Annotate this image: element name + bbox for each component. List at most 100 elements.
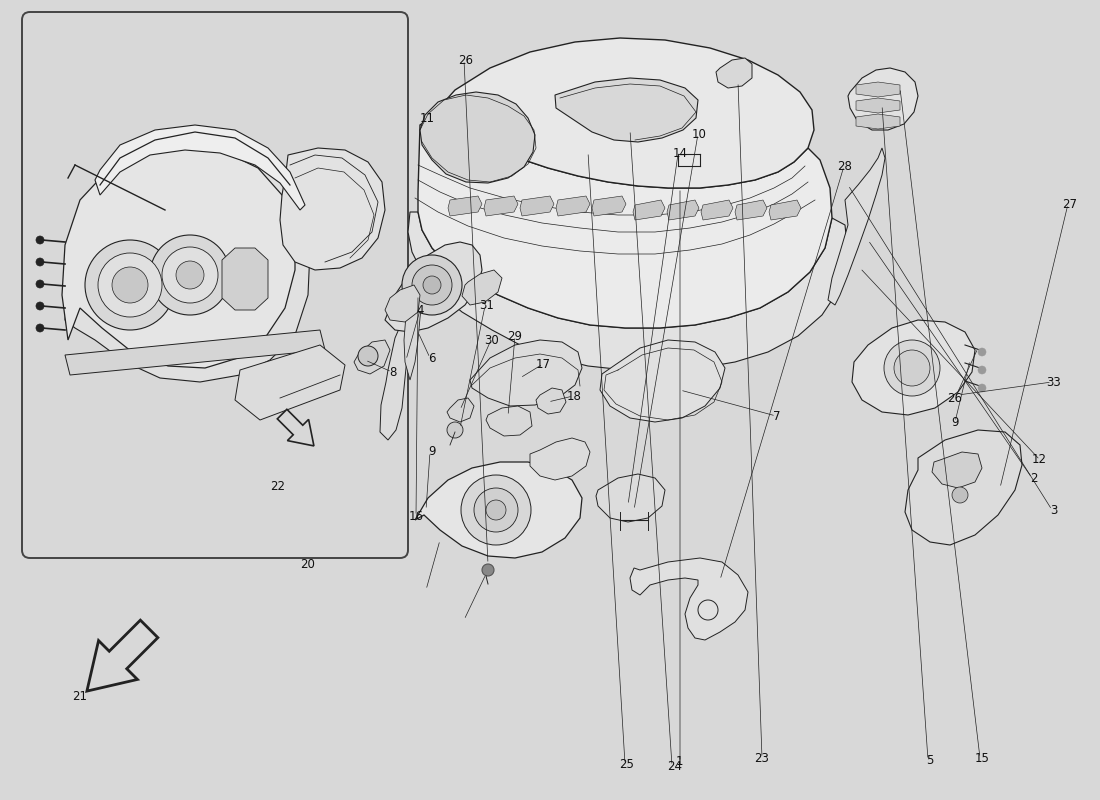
Polygon shape xyxy=(632,200,666,220)
Text: 26: 26 xyxy=(458,54,473,66)
Text: 9: 9 xyxy=(429,446,436,458)
Circle shape xyxy=(412,265,452,305)
Text: 24: 24 xyxy=(667,760,682,773)
Polygon shape xyxy=(520,196,554,216)
Polygon shape xyxy=(62,148,295,368)
Polygon shape xyxy=(385,285,420,322)
Polygon shape xyxy=(536,388,566,414)
Polygon shape xyxy=(905,430,1022,545)
Polygon shape xyxy=(404,292,422,380)
Polygon shape xyxy=(418,118,832,328)
Polygon shape xyxy=(701,200,733,220)
Polygon shape xyxy=(448,196,482,216)
Circle shape xyxy=(894,350,930,386)
Text: 12: 12 xyxy=(1032,454,1047,466)
Circle shape xyxy=(150,235,230,315)
Polygon shape xyxy=(65,330,324,375)
Circle shape xyxy=(85,240,175,330)
Circle shape xyxy=(482,564,494,576)
Text: 28: 28 xyxy=(837,160,852,173)
Text: 14: 14 xyxy=(672,147,688,160)
Polygon shape xyxy=(852,320,975,415)
Polygon shape xyxy=(65,148,310,382)
Polygon shape xyxy=(716,58,752,88)
Circle shape xyxy=(98,253,162,317)
Circle shape xyxy=(978,384,986,392)
Circle shape xyxy=(884,340,940,396)
Polygon shape xyxy=(932,452,982,488)
Text: 1: 1 xyxy=(676,755,683,768)
Text: 22: 22 xyxy=(270,480,285,493)
Text: 20: 20 xyxy=(300,558,316,570)
Polygon shape xyxy=(848,68,918,130)
Polygon shape xyxy=(447,398,474,422)
Polygon shape xyxy=(462,270,502,305)
Polygon shape xyxy=(415,462,582,558)
Polygon shape xyxy=(277,410,313,446)
Polygon shape xyxy=(600,340,725,422)
Text: 3: 3 xyxy=(1050,504,1057,517)
Polygon shape xyxy=(856,82,900,97)
Circle shape xyxy=(176,261,204,289)
Text: 4: 4 xyxy=(417,304,424,317)
Text: 5: 5 xyxy=(926,754,933,766)
Text: 27: 27 xyxy=(1062,198,1077,210)
Circle shape xyxy=(36,236,44,244)
Text: 8: 8 xyxy=(389,366,396,378)
Polygon shape xyxy=(385,242,482,332)
Text: 18: 18 xyxy=(566,390,582,402)
Polygon shape xyxy=(87,620,158,691)
Polygon shape xyxy=(420,92,535,183)
Polygon shape xyxy=(95,125,305,210)
Text: 23: 23 xyxy=(754,752,769,765)
Text: 2: 2 xyxy=(1031,472,1037,485)
Polygon shape xyxy=(379,290,422,440)
Polygon shape xyxy=(280,148,385,270)
Polygon shape xyxy=(735,200,767,220)
Text: 17: 17 xyxy=(536,358,551,370)
Polygon shape xyxy=(484,196,518,216)
Polygon shape xyxy=(769,200,801,220)
FancyBboxPatch shape xyxy=(22,12,408,558)
Text: 30: 30 xyxy=(484,334,499,346)
Polygon shape xyxy=(592,196,626,216)
Circle shape xyxy=(358,346,378,366)
Circle shape xyxy=(461,475,531,545)
Circle shape xyxy=(952,487,968,503)
Circle shape xyxy=(402,255,462,315)
Text: 15: 15 xyxy=(975,752,990,765)
Polygon shape xyxy=(222,248,268,310)
Text: 25: 25 xyxy=(619,758,635,770)
Polygon shape xyxy=(470,340,582,406)
Circle shape xyxy=(978,348,986,356)
Text: 7: 7 xyxy=(773,410,780,422)
Circle shape xyxy=(474,488,518,532)
Polygon shape xyxy=(556,196,590,216)
Polygon shape xyxy=(430,38,814,188)
Text: 6: 6 xyxy=(429,352,436,365)
Text: 21: 21 xyxy=(72,690,87,702)
Circle shape xyxy=(486,500,506,520)
Polygon shape xyxy=(856,98,900,113)
Polygon shape xyxy=(354,340,390,374)
Polygon shape xyxy=(530,438,590,480)
Circle shape xyxy=(112,267,148,303)
Polygon shape xyxy=(630,558,748,640)
Circle shape xyxy=(447,422,463,438)
Text: 10: 10 xyxy=(692,128,707,141)
Text: 9: 9 xyxy=(952,416,958,429)
Polygon shape xyxy=(828,148,886,305)
Polygon shape xyxy=(596,474,666,522)
Circle shape xyxy=(162,247,218,303)
Circle shape xyxy=(36,324,44,332)
Polygon shape xyxy=(667,200,698,220)
Circle shape xyxy=(36,280,44,288)
Polygon shape xyxy=(856,114,900,129)
Text: 16: 16 xyxy=(408,510,424,522)
Circle shape xyxy=(424,276,441,294)
Polygon shape xyxy=(408,212,848,370)
Circle shape xyxy=(36,258,44,266)
Polygon shape xyxy=(235,345,345,420)
Circle shape xyxy=(36,302,44,310)
Text: 29: 29 xyxy=(507,330,522,342)
